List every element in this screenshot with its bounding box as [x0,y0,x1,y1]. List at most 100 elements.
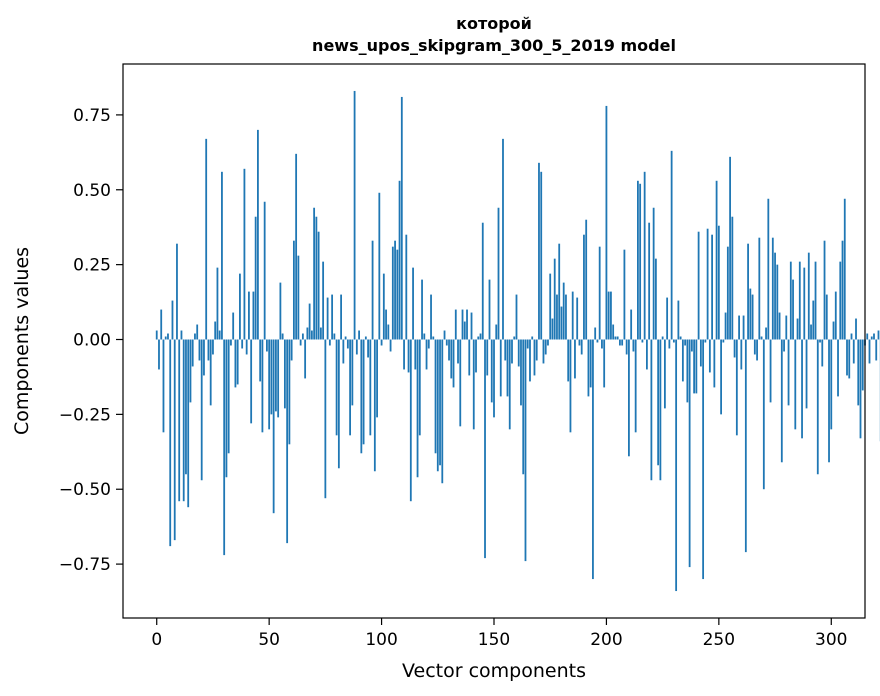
bar [511,339,513,364]
bar [448,339,450,361]
bar [663,339,666,409]
bar [286,339,289,544]
bar [666,297,669,340]
bar [243,168,246,340]
bar [704,339,707,343]
bar [616,336,619,340]
bar [650,339,653,481]
bar [432,336,435,340]
bar [535,339,538,361]
bar [677,300,680,340]
bar [551,318,554,340]
bar [560,306,563,340]
bar [371,240,374,340]
bar [598,246,601,340]
bar [198,339,201,361]
bar [353,90,356,340]
bar [787,339,790,406]
bar [632,339,635,352]
bar [436,339,439,472]
bar [423,333,426,340]
bar [870,336,873,340]
bar [409,339,412,502]
bar [248,291,250,340]
bar [587,339,590,397]
bar [236,339,239,385]
bar [394,240,396,340]
bar [450,339,453,379]
bar [261,339,264,433]
bar [771,237,774,340]
bar [337,339,340,469]
bar [661,336,664,340]
bar [475,339,477,373]
bar [373,339,376,472]
bar [562,282,565,340]
bar [695,339,698,394]
bar [828,339,830,463]
bar [225,339,228,478]
bar [796,318,799,340]
bar [268,339,271,430]
bar [823,240,826,340]
bar [250,339,253,424]
bar [434,339,437,454]
y-axis-label: Components values [11,247,33,435]
bar [391,246,394,340]
bar [405,234,408,340]
bar [441,339,444,484]
bar [351,339,354,406]
bar [378,192,381,340]
bar [805,339,808,409]
bar [387,324,390,340]
bar [414,339,417,370]
bar [196,324,199,340]
bar [360,339,363,454]
bar [270,339,273,415]
bar [607,291,610,340]
bar [657,339,660,466]
bar [385,309,387,340]
bar [668,339,671,349]
bar [675,339,678,592]
bar [776,264,779,340]
bar [839,261,842,340]
bar [257,129,259,340]
bar [416,339,419,478]
bar [801,339,803,439]
bar [774,252,776,340]
bar [843,198,846,340]
bar [630,309,633,340]
bar [679,336,682,340]
bar [792,279,794,340]
bar [529,339,531,382]
bar [178,339,181,502]
bar [430,294,432,340]
bar [740,339,743,370]
bar [407,339,410,373]
bar [266,339,268,352]
bar [167,333,169,340]
bar [158,339,160,370]
bar [565,294,567,340]
bar [454,309,457,340]
bar [699,339,702,367]
bar [812,300,815,340]
bar [477,336,480,340]
bar [169,339,172,547]
bar [349,339,351,436]
bar [639,183,642,340]
bar [567,339,570,382]
x-axis-ticks: 0 50 100 150 200 250 300 [151,618,847,650]
bar [171,300,174,340]
bar [628,339,630,457]
bar [481,222,484,340]
bar [819,339,821,343]
bar [855,318,857,340]
bar [556,294,558,340]
bar [744,339,747,553]
bar [780,339,783,463]
bar [288,339,291,445]
bar [547,339,549,346]
bar [382,273,385,340]
